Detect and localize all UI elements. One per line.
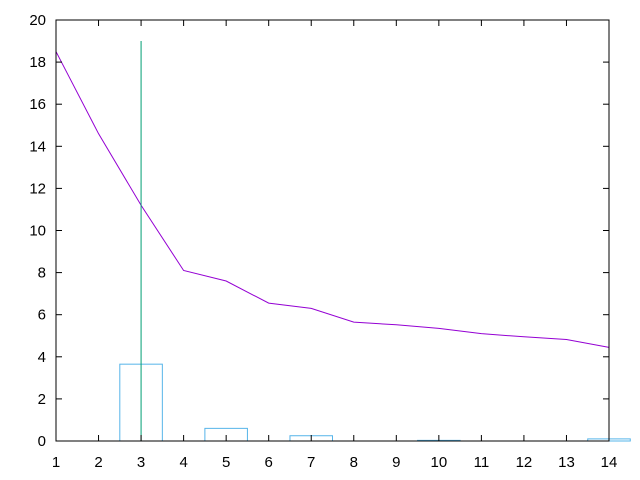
x-tick-label: 1: [52, 454, 60, 471]
plot-marks: [55, 41, 631, 442]
y-tick-label: 6: [38, 307, 46, 324]
x-tick-label: 6: [265, 454, 273, 471]
y-tick-label: 8: [38, 265, 46, 282]
line-series: [55, 51, 610, 348]
x-tick-label: 8: [350, 454, 358, 471]
y-tick-label: 16: [29, 96, 46, 113]
y-tick-label: 10: [29, 223, 46, 240]
plot-frame: [55, 19, 610, 442]
x-tick-label: 7: [307, 454, 315, 471]
y-tick-label: 2: [38, 391, 46, 408]
y-tick-label: 14: [29, 138, 46, 155]
y-tick-label: 18: [29, 54, 46, 71]
x-tick-label: 2: [94, 454, 102, 471]
x-tick-label: 12: [516, 454, 533, 471]
x-tick-label: 3: [137, 454, 145, 471]
x-tick-label: 13: [558, 454, 575, 471]
x-tick-label: 14: [601, 454, 618, 471]
x-tick-label: 11: [474, 454, 490, 471]
x-tick-label: 9: [392, 454, 400, 471]
y-tick-label: 4: [38, 349, 46, 366]
x-tick-label: 5: [222, 454, 230, 471]
y-tick-label: 20: [29, 12, 46, 29]
y-tick-label: 12: [29, 180, 46, 197]
x-tick-label: 10: [431, 454, 448, 471]
axis-ticks: [55, 19, 610, 442]
x-tick-label: 4: [179, 454, 187, 471]
y-tick-label: 0: [38, 433, 46, 450]
